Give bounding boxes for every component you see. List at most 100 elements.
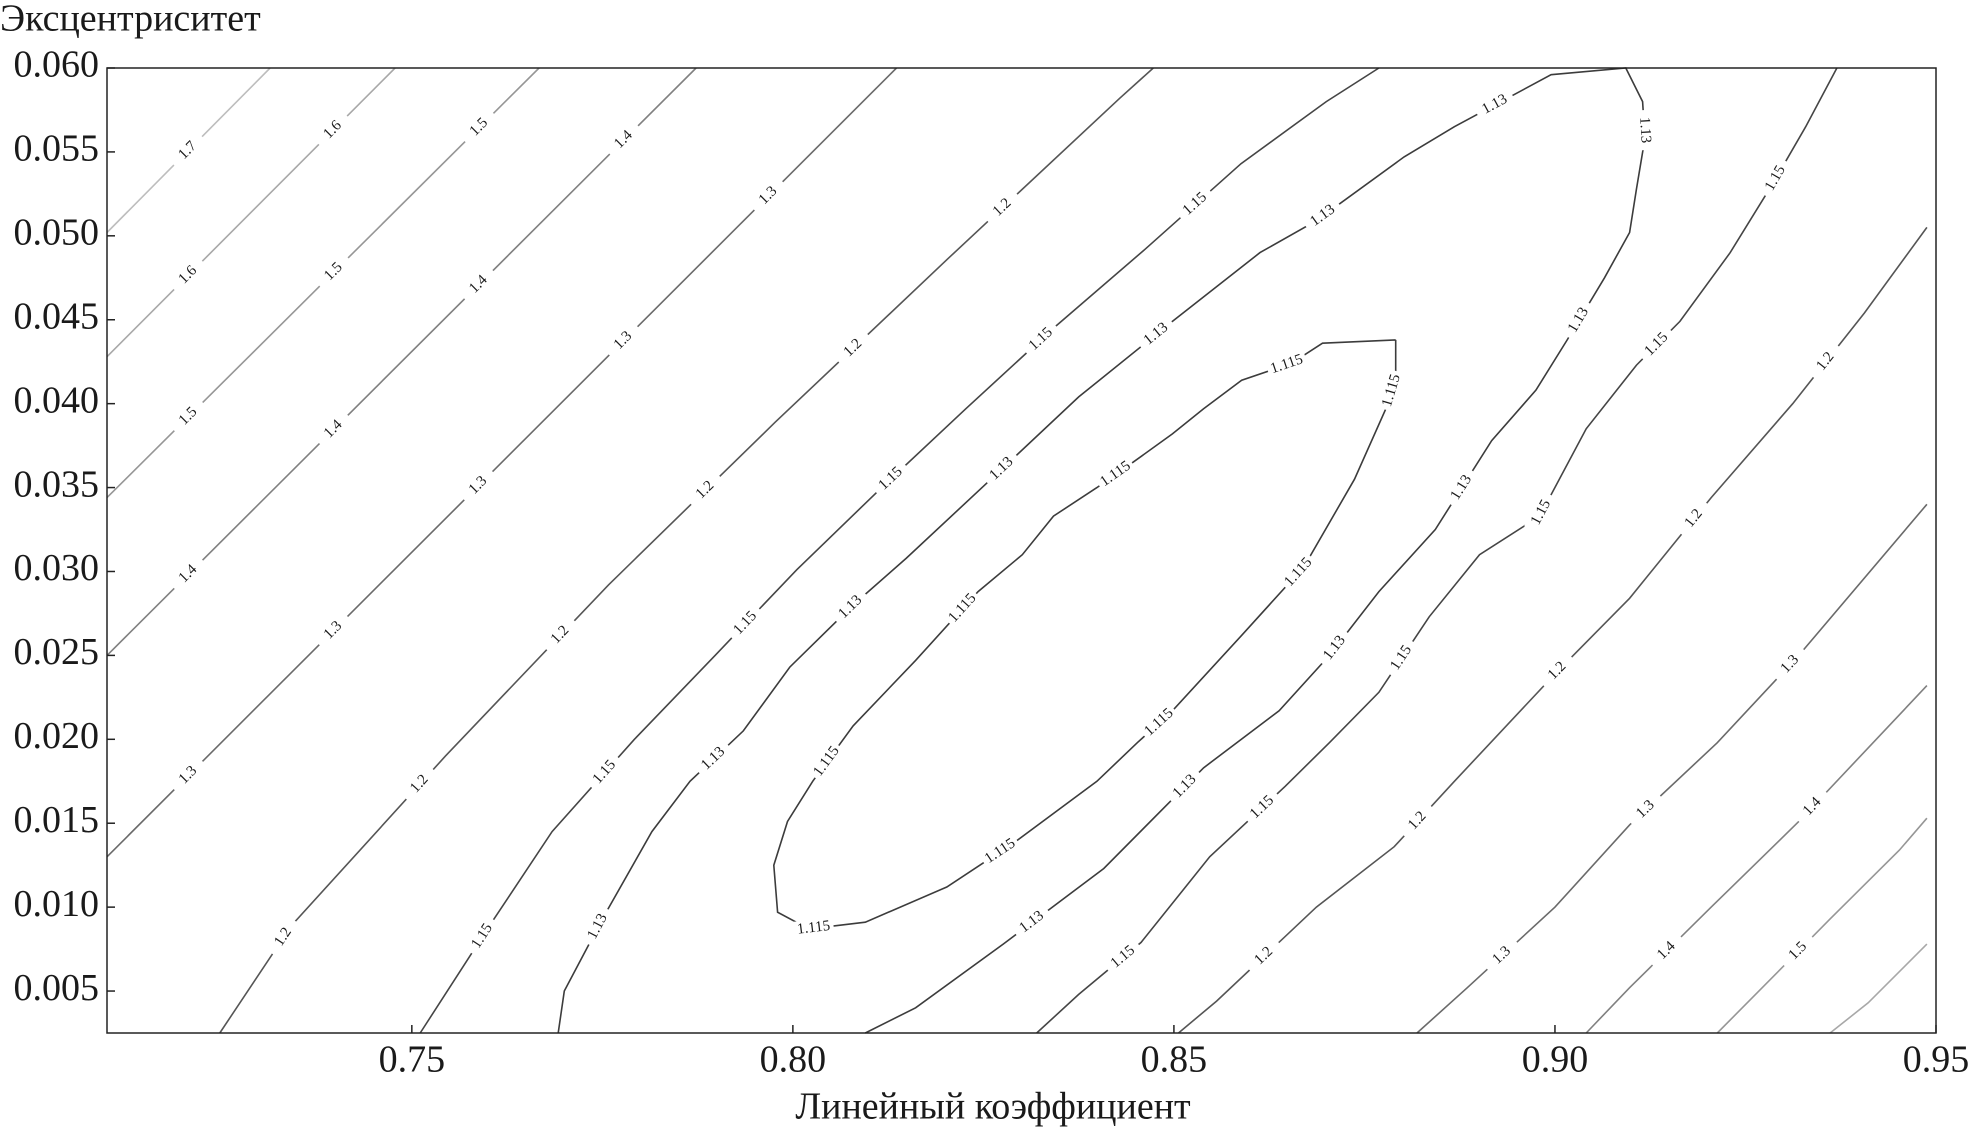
contour-label-bg (1377, 368, 1407, 413)
contour-label-bg (1481, 935, 1523, 976)
contour-label-bg (1634, 109, 1655, 151)
contour-label-group: 1.15 (1174, 184, 1217, 225)
y-tick-label: 0.040 (14, 379, 100, 421)
x-tick-label: 0.95 (1903, 1039, 1970, 1081)
contour-label-bg (792, 917, 835, 940)
contour-line (219, 67, 1154, 1034)
contour-label: 1.115 (796, 918, 831, 938)
contour-label-group: 1.2 (399, 763, 440, 806)
contour-line (772, 339, 1397, 930)
contour-label-bg (747, 175, 790, 217)
contour-label-bg (167, 396, 210, 438)
contour-line (1177, 226, 1928, 1034)
contour-label-group: 1.115 (792, 917, 835, 940)
y-tick-label: 0.030 (14, 547, 100, 589)
y-tick-label: 0.020 (14, 715, 100, 757)
contour-label-bg (807, 740, 847, 784)
contour-label-bg (167, 553, 209, 595)
y-tick-label: 0.025 (14, 631, 100, 673)
contour-line (557, 67, 1646, 1034)
contour-label-group: 1.13 (1010, 903, 1054, 942)
contour-label-bg (167, 254, 209, 296)
contour-label-bg (312, 610, 354, 652)
contour-label-bg (1020, 319, 1063, 360)
contour-label-group: 1.115 (1265, 349, 1309, 380)
contour-label-bg (1443, 466, 1481, 510)
contour-label-group: 1.13 (1135, 314, 1178, 354)
contour-line (1716, 817, 1928, 1034)
contour-label-bg (1560, 298, 1597, 343)
x-tick-label: 0.85 (1141, 1039, 1208, 1081)
contour-label-bg (602, 320, 644, 362)
contour-label-bg (1278, 551, 1319, 594)
contour-label-bg (1164, 766, 1206, 808)
contour-label-group: 1.115 (1094, 455, 1138, 494)
y-tick-label: 0.005 (14, 967, 100, 1009)
contour-label-bg (265, 915, 303, 959)
contour-label-bg (1758, 156, 1794, 201)
x-axis-title: Линейный коэффициент (795, 1086, 1191, 1128)
contour-label-bg (1636, 324, 1678, 366)
contour-label-bg (313, 408, 355, 450)
contour-label-bg (540, 614, 581, 656)
contour-line (106, 67, 396, 358)
contour-label-group: 1.15 (1383, 636, 1421, 680)
contour-label-bg (1135, 314, 1178, 354)
x-tick-label: 0.90 (1522, 1039, 1589, 1081)
y-tick-label: 0.050 (14, 212, 100, 254)
contour-label-bg (1243, 936, 1285, 977)
contour-label-group: 1.2 (265, 915, 303, 959)
contour-label-bg (1646, 930, 1688, 972)
contour-label-bg (1094, 455, 1138, 494)
contour-label-bg (1792, 786, 1833, 828)
contour-label-group: 1.15 (1758, 156, 1794, 201)
contour-label-bg (942, 587, 983, 630)
contour-line (106, 67, 697, 656)
contour-label-bg (1383, 636, 1421, 680)
contour-label-bg (313, 251, 355, 293)
contour-label-bg (1174, 184, 1217, 225)
x-tick-label: 0.75 (379, 1039, 446, 1081)
contour-label-bg (684, 469, 726, 511)
contour-label-bg (981, 448, 1023, 490)
contour-label-bg (1625, 789, 1667, 830)
contour-label-bg (870, 458, 912, 500)
contour-label-bg (981, 187, 1024, 229)
contour-line (1829, 943, 1928, 1034)
contour-label-bg (1524, 490, 1559, 535)
contour-label-group: 1.15 (1102, 937, 1145, 978)
contour-label-bg (312, 109, 354, 151)
contour-label-group: 1.2 (1806, 340, 1846, 383)
contour-label-group: 1.115 (978, 833, 1023, 871)
plot-frame (106, 67, 1937, 1034)
contour-label: 1.13 (1636, 116, 1654, 143)
contour-label-bg (1301, 196, 1345, 236)
contour-label-bg (830, 586, 872, 628)
contour-label-group: 1.13 (1301, 196, 1345, 236)
contour-label-bg (1806, 340, 1846, 383)
y-tick-label: 0.060 (14, 44, 100, 86)
contour-label-bg (167, 130, 209, 172)
y-tick-label: 0.015 (14, 799, 100, 841)
contour-label-group: 1.3 (457, 465, 499, 507)
contour-label-bg (1674, 497, 1714, 540)
contour-label-bg (580, 904, 616, 949)
contour-label-bg (725, 602, 766, 645)
contour-label-bg (1010, 903, 1054, 942)
contour-label-bg (1397, 800, 1438, 842)
contour-label-bg (1241, 787, 1284, 828)
x-tick-label: 0.80 (760, 1039, 827, 1081)
contour-label-bg (1315, 626, 1355, 670)
contour-label-bg (1770, 643, 1811, 686)
contour-label-group: 1.115 (1377, 368, 1407, 413)
contour-label-bg (458, 107, 500, 148)
contour-label-group: 1.13 (1443, 466, 1481, 510)
contour-label-group: 1.13 (1473, 87, 1517, 123)
contour-label-group: 1.13 (580, 904, 616, 949)
contour-label-bg (167, 754, 209, 797)
contour-label-bg (978, 833, 1023, 871)
contour-line (419, 67, 1380, 1034)
contour-label-bg (457, 465, 499, 507)
contour-label-group: 1.13 (1634, 109, 1655, 151)
